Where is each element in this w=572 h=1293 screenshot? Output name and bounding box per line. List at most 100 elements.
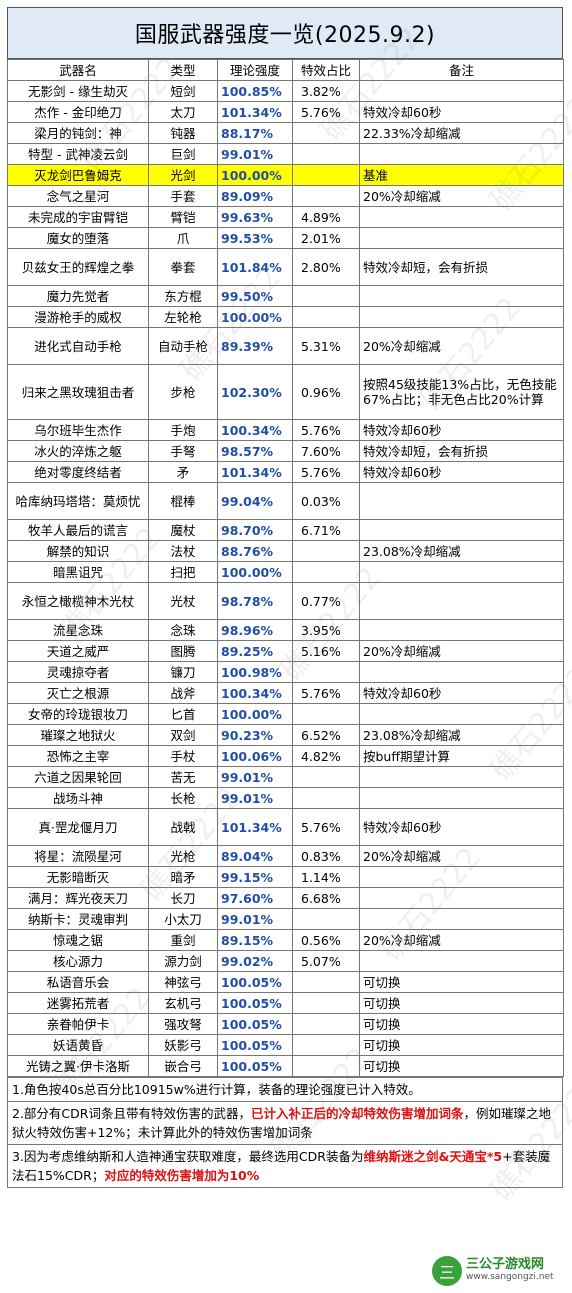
footnote-1: 1.角色按40s总百分比10915w%进行计算，装备的理论强度已计入特效。	[8, 1077, 562, 1101]
cell-type: 重剑	[148, 929, 218, 951]
table-row: 解禁的知识 法杖 88.76% 23.08%冷却缩减	[7, 540, 564, 562]
cell-effect-ratio	[292, 1055, 360, 1077]
cell-note: 可切换	[359, 1055, 564, 1077]
cell-effect-ratio	[292, 143, 360, 165]
cell-type: 法杖	[148, 540, 218, 562]
cell-weapon-name: 无影剑 - 缘生劫灭	[7, 80, 149, 102]
cell-note	[359, 661, 564, 683]
cell-strength: 101.34%	[217, 808, 293, 846]
cell-strength: 89.39%	[217, 327, 293, 365]
cell-weapon-name: 未完成的宇宙臂铠	[7, 206, 149, 228]
cell-weapon-name: 恐怖之主宰	[7, 745, 149, 767]
cell-type: 玄机弓	[148, 992, 218, 1014]
table-row: 魔力先觉者 东方棍 99.50%	[7, 285, 564, 307]
cell-weapon-name: 无影暗断灭	[7, 866, 149, 888]
header-effect-ratio: 特效占比	[292, 59, 360, 81]
cell-note: 23.08%冷却缩减	[359, 540, 564, 562]
cell-strength: 90.23%	[217, 724, 293, 746]
cell-weapon-name: 战场斗神	[7, 787, 149, 809]
cell-note	[359, 950, 564, 972]
cell-effect-ratio	[292, 992, 360, 1014]
cell-effect-ratio	[292, 908, 360, 930]
table-row: 女帝的玲珑银妆刀 匕首 100.00%	[7, 703, 564, 725]
cell-effect-ratio	[292, 766, 360, 788]
cell-strength: 100.98%	[217, 661, 293, 683]
table-row: 将星：流陨星河 光枪 89.04% 0.83% 20%冷却缩减	[7, 845, 564, 867]
cell-note: 特效冷却短，会有折损	[359, 248, 564, 286]
table-row: 妖语黄昏 妖影弓 100.05% 可切换	[7, 1034, 564, 1056]
cell-weapon-name: 暗黑诅咒	[7, 561, 149, 583]
cell-weapon-name: 贝兹女王的辉煌之拳	[7, 248, 149, 286]
cell-type: 左轮枪	[148, 306, 218, 328]
table-row: 哈库纳玛塔塔：莫烦忧 棍棒 99.04% 0.03%	[7, 482, 564, 520]
cell-strength: 98.78%	[217, 582, 293, 620]
table-row: 魔女的堕落爪 99.53% 2.01%	[7, 227, 564, 249]
cell-weapon-name: 进化式自动手枪	[7, 327, 149, 365]
header-weapon-name: 武器名	[7, 59, 149, 81]
cell-effect-ratio	[292, 971, 360, 993]
cell-strength: 100.05%	[217, 971, 293, 993]
cell-strength: 99.01%	[217, 908, 293, 930]
cell-type: 源力剑	[148, 950, 218, 972]
cell-note: 20%冷却缩减	[359, 640, 564, 662]
cell-effect-ratio: 5.76%	[292, 461, 360, 483]
cell-strength: 101.84%	[217, 248, 293, 286]
cell-weapon-name: 牧羊人最后的谎言	[7, 519, 149, 541]
header-note: 备注	[359, 59, 564, 81]
cell-weapon-name: 流星念珠	[7, 619, 149, 641]
cell-strength: 100.00%	[217, 306, 293, 328]
cell-strength: 99.53%	[217, 227, 293, 249]
cell-weapon-name: 念气之星河	[7, 185, 149, 207]
table-row: 念气之星河 手套 89.09% 20%冷却缩减	[7, 185, 564, 207]
cell-effect-ratio: 0.56%	[292, 929, 360, 951]
cell-note	[359, 306, 564, 328]
cell-type: 短剑	[148, 80, 218, 102]
cell-note: 按照45级技能13%占比，无色技能67%占比；非无色占比20%计算	[359, 364, 564, 420]
cell-weapon-name: 私语音乐会	[7, 971, 149, 993]
cell-effect-ratio	[292, 703, 360, 725]
cell-effect-ratio	[292, 661, 360, 683]
cell-strength: 89.15%	[217, 929, 293, 951]
cell-type: 战斧	[148, 682, 218, 704]
cell-type: 手炮	[148, 419, 218, 441]
table-row: 无影暗断灭 暗矛 99.15% 1.14%	[7, 866, 564, 888]
cell-weapon-name: 永恒之橄榄神木光杖	[7, 582, 149, 620]
cell-strength: 98.57%	[217, 440, 293, 462]
page-title: 国服武器强度一览(2025.9.2)	[7, 7, 563, 59]
table-row: 迷雾拓荒者 玄机弓 100.05% 可切换	[7, 992, 564, 1014]
cell-type: 强攻弩	[148, 1013, 218, 1035]
cell-strength: 101.34%	[217, 461, 293, 483]
cell-weapon-name: 纳斯卡：灵魂审判	[7, 908, 149, 930]
cell-effect-ratio	[292, 787, 360, 809]
cell-note	[359, 866, 564, 888]
footnote-2: 2.部分有CDR词条且带有特效伤害的武器，已计入补正后的冷却特效伤害增加词条，例…	[8, 1101, 562, 1144]
cell-strength: 88.76%	[217, 540, 293, 562]
cell-note	[359, 887, 564, 909]
table-row: 灭亡之根源 战斧 100.34% 5.76% 特效冷却60秒	[7, 682, 564, 704]
cell-weapon-name: 灭龙剑巴鲁姆克	[7, 164, 149, 186]
cell-effect-ratio: 4.89%	[292, 206, 360, 228]
cell-effect-ratio	[292, 540, 360, 562]
cell-note: 20%冷却缩减	[359, 929, 564, 951]
footnote-3-text-c: +套装魔法石15%CDR；	[12, 1149, 551, 1183]
cell-weapon-name: 妖语黄昏	[7, 1034, 149, 1056]
cell-effect-ratio: 4.82%	[292, 745, 360, 767]
cell-type: 光杖	[148, 582, 218, 620]
logo-badge-icon: 三	[432, 1256, 462, 1286]
cell-note	[359, 227, 564, 249]
cell-strength: 98.70%	[217, 519, 293, 541]
table-row: 乌尔班毕生杰作 手炮 100.34% 5.76% 特效冷却60秒	[7, 419, 564, 441]
table-row: 亲眷帕伊卡 强攻弩 100.05% 可切换	[7, 1013, 564, 1035]
cell-effect-ratio	[292, 185, 360, 207]
table-row: 冰火的淬炼之躯 手弩 98.57% 7.60% 特效冷却短，会有折损	[7, 440, 564, 462]
logo-url-text: www.sangongzi.net	[466, 1272, 554, 1282]
weapon-strength-sheet: 国服武器强度一览(2025.9.2) 武器名 类型 理论强度 特效占比 备注 无…	[7, 7, 564, 1188]
cell-effect-ratio: 5.16%	[292, 640, 360, 662]
table-row: 暗黑诅咒 扫把 100.00%	[7, 561, 564, 583]
cell-strength: 89.09%	[217, 185, 293, 207]
table-row: 惊魂之锯 重剑 89.15% 0.56% 20%冷却缩减	[7, 929, 564, 951]
cell-effect-ratio	[292, 1034, 360, 1056]
cell-type: 太刀	[148, 101, 218, 123]
table-row: 流星念珠 念珠 98.96% 3.95%	[7, 619, 564, 641]
cell-type: 图腾	[148, 640, 218, 662]
